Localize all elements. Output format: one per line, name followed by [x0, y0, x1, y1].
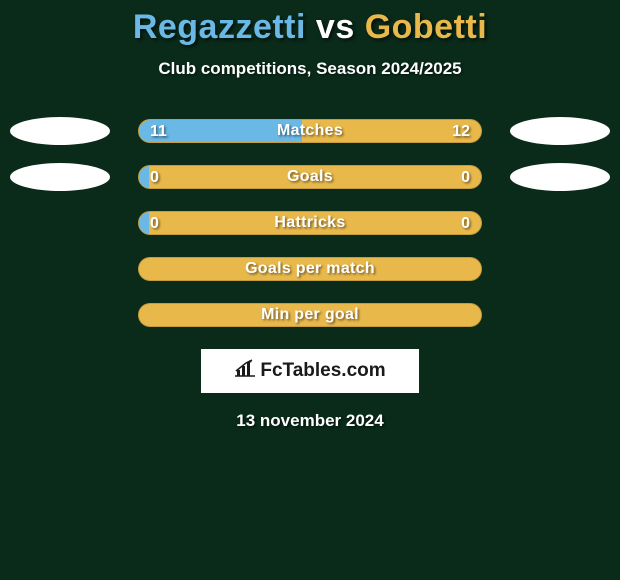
placeholder-ellipse-left: [10, 117, 110, 145]
stat-label: Hattricks: [139, 212, 481, 234]
stat-right-value: 0: [461, 165, 470, 191]
stat-label: Goals per match: [139, 258, 481, 280]
stat-bar: Goals per match: [138, 257, 482, 281]
stat-row: Min per goal: [0, 303, 620, 329]
subtitle: Club competitions, Season 2024/2025: [0, 59, 620, 79]
date: 13 november 2024: [0, 411, 620, 431]
placeholder-ellipse-right: [510, 163, 610, 191]
comparison-title: Regazzetti vs Gobetti: [0, 0, 620, 47]
stat-row: Goals per match: [0, 257, 620, 283]
stat-label: Min per goal: [139, 304, 481, 326]
placeholder-ellipse-left: [10, 163, 110, 191]
stat-left-value: 0: [150, 211, 159, 237]
logo-text: FcTables.com: [260, 360, 385, 382]
stat-rows: Matches1112Goals00Hattricks00Goals per m…: [0, 119, 620, 329]
stat-label: Goals: [139, 166, 481, 188]
stat-row: Hattricks0 0: [0, 211, 620, 237]
stat-left-value: 11: [150, 119, 167, 145]
stat-row: Goals0 0: [0, 165, 620, 191]
player1-name: Regazzetti: [133, 8, 306, 46]
bars-icon: [234, 359, 256, 383]
stat-bar: Goals: [138, 165, 482, 189]
vs-text: vs: [316, 8, 355, 46]
player2-name: Gobetti: [365, 8, 487, 46]
stat-right-value: 12: [452, 119, 470, 145]
stat-row: Matches11 12: [0, 119, 620, 145]
stat-bar: Hattricks: [138, 211, 482, 235]
placeholder-ellipse-right: [510, 117, 610, 145]
stat-bar: Min per goal: [138, 303, 482, 327]
logo: FcTables.com: [234, 359, 385, 383]
stat-left-value: 0: [150, 165, 159, 191]
stat-right-value: 0: [461, 211, 470, 237]
logo-box: FcTables.com: [201, 349, 419, 393]
stat-bar: Matches: [138, 119, 482, 143]
stat-label: Matches: [139, 120, 481, 142]
